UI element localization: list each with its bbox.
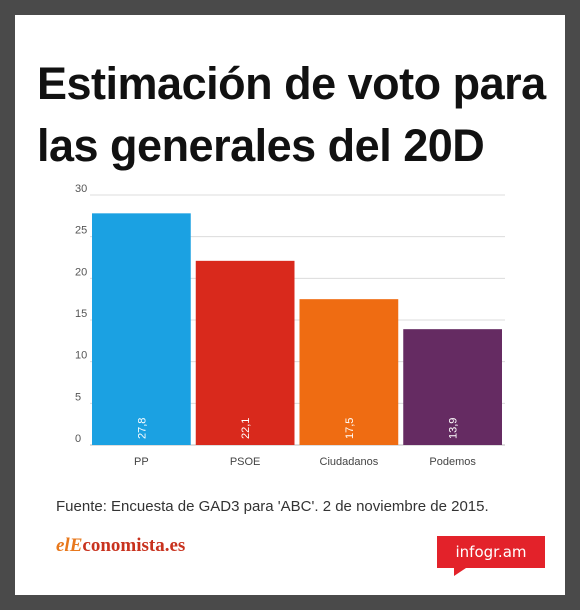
bar-chart: 0 5 10 15 20 25 30 27,8 PP 22,1 PSOE 17,5 Ciudadanos… <box>75 183 505 468</box>
eleconomista-logo[interactable]: elEconomista.es <box>56 535 185 557</box>
x-category-label: PSOE <box>230 456 261 468</box>
y-tick-label: 10 <box>75 350 87 362</box>
y-tick-label: 5 <box>75 391 81 403</box>
bar-podemos <box>403 329 502 445</box>
source-note: Fuente: Encuesta de GAD3 para 'ABC'. 2 d… <box>56 498 489 515</box>
bar-value-label: 13,9 <box>448 418 460 439</box>
infogram-badge[interactable]: infogr.am <box>437 536 545 568</box>
infogram-badge-tail <box>454 568 466 576</box>
bar-psoe <box>195 260 295 445</box>
y-tick-label: 30 <box>75 183 87 195</box>
bar-value-label: 22,1 <box>240 418 252 439</box>
y-tick-label: 0 <box>75 433 81 445</box>
y-tick-label: 20 <box>75 266 87 278</box>
x-category-label: PP <box>134 456 149 468</box>
x-category-label: Ciudadanos <box>320 456 379 468</box>
logo-part-el: elE <box>56 535 83 556</box>
bar-value-label: 17,5 <box>344 418 356 439</box>
chart-title: Estimación de voto para las generales de… <box>37 58 546 171</box>
logo-part-conomista: conomista.es <box>82 535 186 556</box>
bar-ciudadanos <box>299 299 399 445</box>
y-tick-label: 15 <box>75 308 87 320</box>
y-tick-label: 25 <box>75 225 87 237</box>
chart-card: Estimación de voto para las generales de… <box>15 15 565 595</box>
x-category-label: Podemos <box>429 456 476 468</box>
bar-value-label: 27,8 <box>136 418 148 439</box>
bar-pp <box>92 213 191 445</box>
